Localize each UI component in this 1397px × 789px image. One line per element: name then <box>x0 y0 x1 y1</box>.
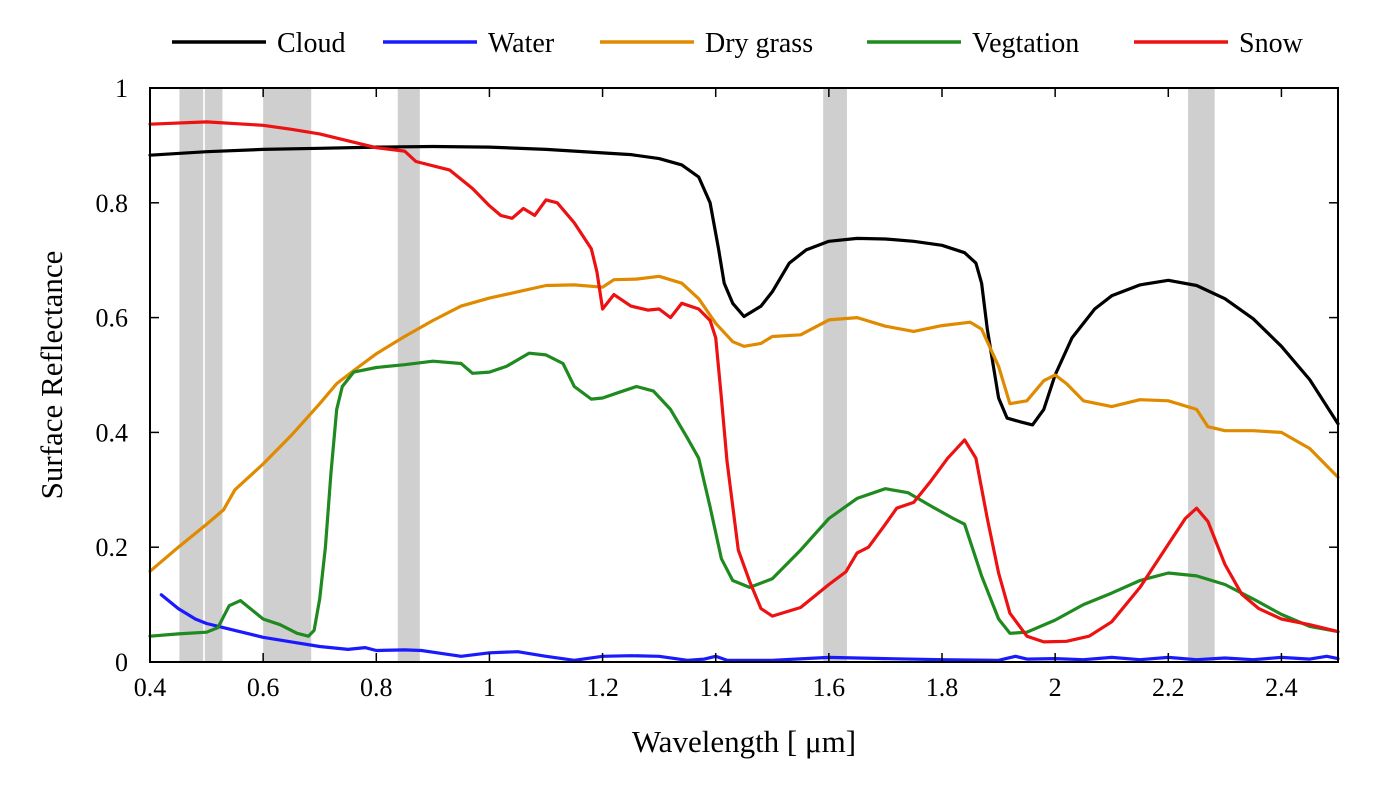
y-tick-label: 0 <box>115 648 128 677</box>
x-tick-label: 1.6 <box>813 673 846 702</box>
series-line-cloud <box>148 144 1340 427</box>
legend-label-cloud: Cloud <box>277 28 345 59</box>
highlight-band-6 <box>1188 88 1215 662</box>
highlight-band-2 <box>204 88 223 662</box>
x-tick-label: 2 <box>1049 673 1062 702</box>
y-tick-label: 0.2 <box>96 533 129 562</box>
highlight-band-3 <box>263 88 312 662</box>
axis-ticks: 0.4 0.6 0.8 1 1.2 1.4 1.6 1.8 2 2.2 2.4 0 0.2 0.4 0.6 0… <box>96 74 1338 702</box>
x-tick-label: 1.8 <box>926 673 959 702</box>
y-tick-label: 0.8 <box>96 189 129 218</box>
x-tick-label: 1 <box>483 673 496 702</box>
legend-label-snow: Snow <box>1239 28 1304 59</box>
x-tick-label: 2.4 <box>1265 673 1298 702</box>
y-axis-label: Surface Reflectance <box>34 251 69 500</box>
y-tick-label: 0.6 <box>96 304 129 333</box>
series-lines <box>148 120 1340 662</box>
x-tick-label: 0.6 <box>247 673 280 702</box>
x-tick-label: 1.4 <box>699 673 732 702</box>
highlight-band-1 <box>179 88 204 662</box>
x-tick-label: 0.4 <box>134 673 167 702</box>
x-tick-label: 1.2 <box>586 673 619 702</box>
y-tick-label: 1 <box>115 74 128 103</box>
series-line-vegtation <box>148 351 1340 638</box>
x-axis-label: Wavelength [ μm] <box>632 724 856 759</box>
highlight-bands <box>179 88 1215 662</box>
highlight-band-5 <box>823 88 847 662</box>
legend: Cloud Water Dry grass Vegtation Snow <box>172 28 1304 59</box>
legend-label-water: Water <box>488 28 555 59</box>
x-tick-label: 0.8 <box>360 673 393 702</box>
series-line-dry-grass <box>148 274 1340 573</box>
y-tick-label: 0.4 <box>96 418 129 447</box>
series-line-snow <box>148 120 1340 644</box>
highlight-band-4 <box>397 88 420 662</box>
legend-label-dry-grass: Dry grass <box>705 28 813 59</box>
x-tick-label: 2.2 <box>1152 673 1185 702</box>
legend-label-vegtation: Vegtation <box>972 28 1079 59</box>
plot-frame <box>149 87 1339 663</box>
series-line-water <box>159 593 1340 662</box>
